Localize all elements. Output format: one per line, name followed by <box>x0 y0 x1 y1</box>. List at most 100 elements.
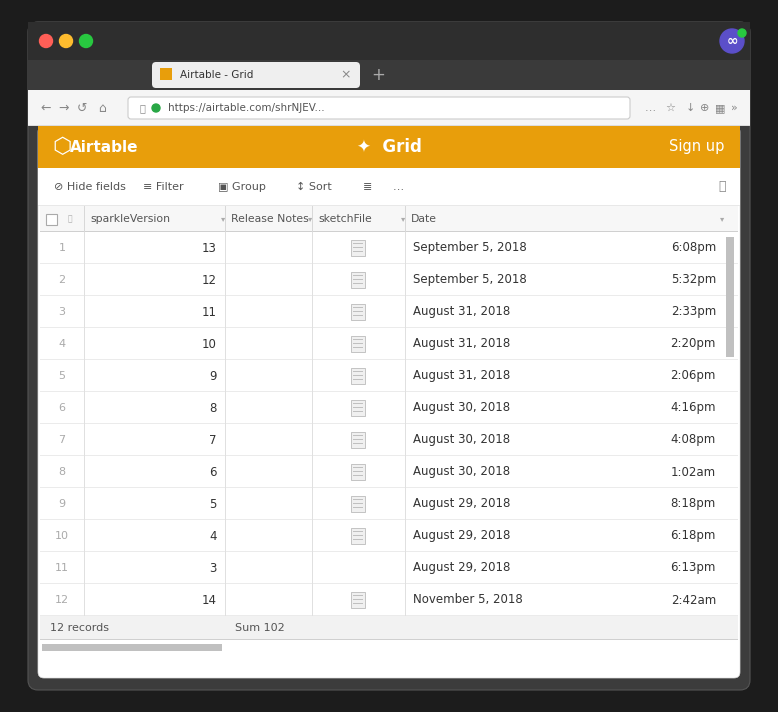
Text: 5:32pm: 5:32pm <box>671 273 716 286</box>
Bar <box>225 328 226 360</box>
Text: ▦: ▦ <box>715 103 725 113</box>
FancyBboxPatch shape <box>28 22 750 690</box>
Text: August 30, 2018: August 30, 2018 <box>413 402 510 414</box>
Bar <box>312 488 313 520</box>
Text: 3: 3 <box>209 562 217 575</box>
Text: 7: 7 <box>209 434 217 446</box>
Text: 8: 8 <box>209 402 217 414</box>
Bar <box>40 232 738 264</box>
Text: 12 records: 12 records <box>50 623 109 633</box>
Text: ↕ Sort: ↕ Sort <box>296 182 331 192</box>
Circle shape <box>720 29 744 53</box>
Text: 1: 1 <box>58 243 65 253</box>
FancyBboxPatch shape <box>128 97 630 119</box>
Bar <box>353 371 363 372</box>
Text: August 31, 2018: August 31, 2018 <box>413 370 510 382</box>
Text: 10: 10 <box>55 531 69 541</box>
Text: ∞: ∞ <box>726 34 738 48</box>
Bar <box>352 528 366 544</box>
Text: 6: 6 <box>58 403 65 413</box>
Text: 9: 9 <box>209 370 217 382</box>
Text: sketchFile: sketchFile <box>318 214 372 224</box>
Text: 6:08pm: 6:08pm <box>671 241 716 254</box>
Bar <box>40 423 738 424</box>
Bar <box>84 232 85 264</box>
Bar <box>312 328 313 360</box>
Bar <box>312 424 313 456</box>
Bar <box>353 471 363 472</box>
Bar <box>353 595 363 596</box>
Text: 11: 11 <box>202 305 217 318</box>
Bar <box>352 368 366 384</box>
Text: 6: 6 <box>209 466 217 478</box>
Bar <box>353 499 363 500</box>
Bar <box>40 263 738 264</box>
Bar <box>40 359 738 360</box>
Text: 8: 8 <box>58 467 65 477</box>
Text: ≡ Filter: ≡ Filter <box>143 182 184 192</box>
Text: Airtable: Airtable <box>70 140 138 155</box>
Bar <box>40 488 738 520</box>
Bar <box>312 584 313 616</box>
Text: 2:06pm: 2:06pm <box>671 370 716 382</box>
Bar <box>40 392 738 424</box>
Bar <box>28 125 750 126</box>
Text: Release Notes: Release Notes <box>231 214 309 224</box>
Bar <box>312 360 313 392</box>
Text: Airtable - Grid: Airtable - Grid <box>180 70 254 80</box>
Bar <box>353 439 363 440</box>
Bar <box>42 644 222 651</box>
Bar <box>40 639 738 640</box>
Bar <box>353 283 363 284</box>
Text: 2:20pm: 2:20pm <box>671 337 716 350</box>
Bar <box>84 206 85 232</box>
Bar <box>28 60 750 90</box>
Bar <box>84 264 85 296</box>
Bar <box>40 296 738 328</box>
Bar <box>84 584 85 616</box>
FancyBboxPatch shape <box>38 126 740 678</box>
Text: Sign up: Sign up <box>668 140 724 155</box>
Bar <box>84 520 85 552</box>
Text: August 31, 2018: August 31, 2018 <box>413 305 510 318</box>
Text: 1:02am: 1:02am <box>671 466 716 478</box>
Bar <box>352 464 366 480</box>
Text: 4: 4 <box>209 530 217 543</box>
Text: 12: 12 <box>202 273 217 286</box>
Bar <box>405 264 406 296</box>
Text: 5: 5 <box>209 498 217 511</box>
Text: August 30, 2018: August 30, 2018 <box>413 466 510 478</box>
Text: August 30, 2018: August 30, 2018 <box>413 434 510 446</box>
Text: ⬡: ⬡ <box>52 137 72 157</box>
Text: ▾: ▾ <box>221 214 225 224</box>
Bar <box>312 392 313 424</box>
Text: ←: ← <box>40 102 51 115</box>
Bar <box>405 206 406 232</box>
Text: 13: 13 <box>202 241 217 254</box>
Text: 4:08pm: 4:08pm <box>671 434 716 446</box>
FancyBboxPatch shape <box>28 22 750 60</box>
Bar <box>353 531 363 532</box>
Bar <box>225 456 226 488</box>
Text: ≣: ≣ <box>363 182 373 192</box>
Bar <box>160 68 172 80</box>
Text: 5: 5 <box>58 371 65 381</box>
Bar <box>225 296 226 328</box>
Bar <box>353 342 363 344</box>
Bar <box>40 206 738 232</box>
Bar <box>40 551 738 552</box>
Bar <box>405 296 406 328</box>
Bar <box>225 488 226 520</box>
Bar <box>40 616 738 640</box>
Text: ⊕: ⊕ <box>700 103 710 113</box>
Bar <box>40 424 738 456</box>
Bar <box>40 519 738 520</box>
Text: August 31, 2018: August 31, 2018 <box>413 337 510 350</box>
Bar <box>353 407 363 408</box>
Text: Sum 102: Sum 102 <box>235 623 285 633</box>
Circle shape <box>152 104 160 112</box>
Bar <box>312 206 313 232</box>
Bar <box>40 615 738 616</box>
Bar <box>353 599 363 600</box>
Bar <box>46 214 57 225</box>
